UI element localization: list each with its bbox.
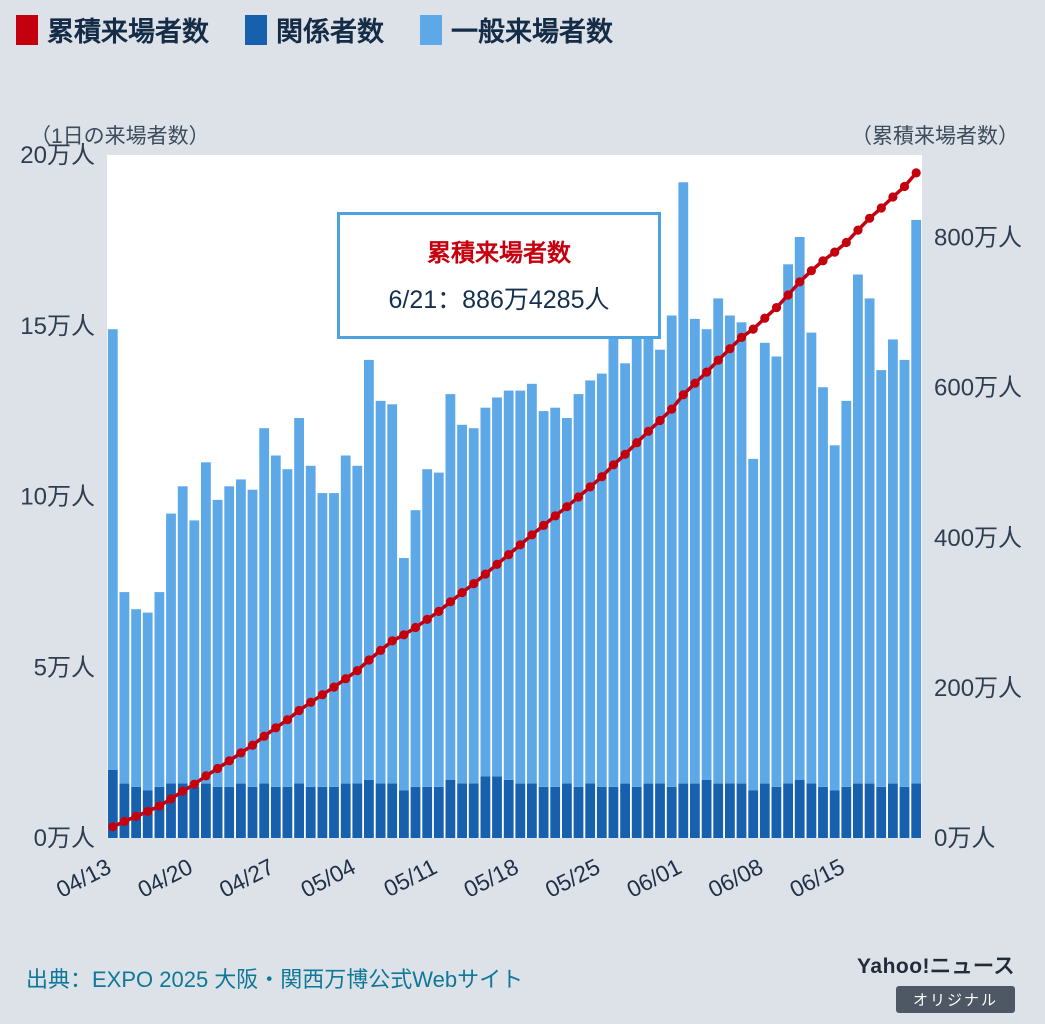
svg-text:04/13: 04/13 (52, 853, 115, 902)
staff-swatch (245, 14, 267, 45)
yahoo-news-logo: Yahoo!ニュース (857, 955, 1015, 978)
svg-text:06/15: 06/15 (785, 853, 848, 902)
svg-text:06/08: 06/08 (704, 853, 767, 902)
svg-text:600万人: 600万人 (934, 375, 1022, 402)
cumulative-line (108, 168, 921, 832)
svg-text:06/01: 06/01 (622, 853, 685, 902)
legend-label-staff: 関係者数 (276, 17, 384, 47)
legend-item-general: 一般来場者数 (420, 10, 613, 49)
source-credit: 出典：EXPO 2025 大阪・関西万博公式Webサイト (26, 967, 524, 992)
legend-label-cumulative: 累積来場者数 (47, 17, 209, 47)
svg-text:15万人: 15万人 (20, 313, 95, 340)
svg-text:05/04: 05/04 (296, 853, 359, 902)
legend: 累積来場者数 関係者数 一般来場者数 (16, 10, 613, 49)
left-axis-caption: （1日の来場者数） (30, 125, 210, 148)
svg-text:20万人: 20万人 (20, 142, 95, 169)
svg-text:05/11: 05/11 (379, 853, 441, 902)
svg-text:800万人: 800万人 (934, 225, 1022, 252)
right-axis-caption: （累積来場者数） (851, 125, 1019, 148)
svg-text:0万人: 0万人 (934, 825, 995, 852)
svg-text:04/20: 04/20 (133, 853, 196, 902)
yahoo-news-branding: Yahoo!ニュース オリジナル (857, 950, 1015, 1013)
svg-text:05/25: 05/25 (541, 853, 604, 902)
svg-text:04/27: 04/27 (215, 853, 278, 902)
stacked-bars (107, 182, 922, 838)
legend-item-staff: 関係者数 (245, 10, 384, 49)
cumulative-swatch (16, 14, 38, 45)
svg-text:200万人: 200万人 (934, 675, 1022, 702)
svg-text:0万人: 0万人 (34, 825, 95, 852)
legend-item-cumulative: 累積来場者数 (16, 10, 209, 49)
svg-text:400万人: 400万人 (934, 525, 1022, 552)
svg-text:10万人: 10万人 (20, 484, 95, 511)
general-swatch (420, 14, 442, 45)
original-badge: オリジナル (895, 986, 1015, 1013)
annotation-value: 6/21：886万4285人 (388, 286, 610, 314)
svg-text:05/18: 05/18 (459, 853, 522, 902)
annotation-title: 累積来場者数 (427, 240, 571, 267)
legend-label-general: 一般来場者数 (451, 17, 613, 47)
svg-text:5万人: 5万人 (34, 654, 95, 681)
cumulative-annotation-box: 累積来場者数 6/21：886万4285人 (337, 212, 661, 339)
